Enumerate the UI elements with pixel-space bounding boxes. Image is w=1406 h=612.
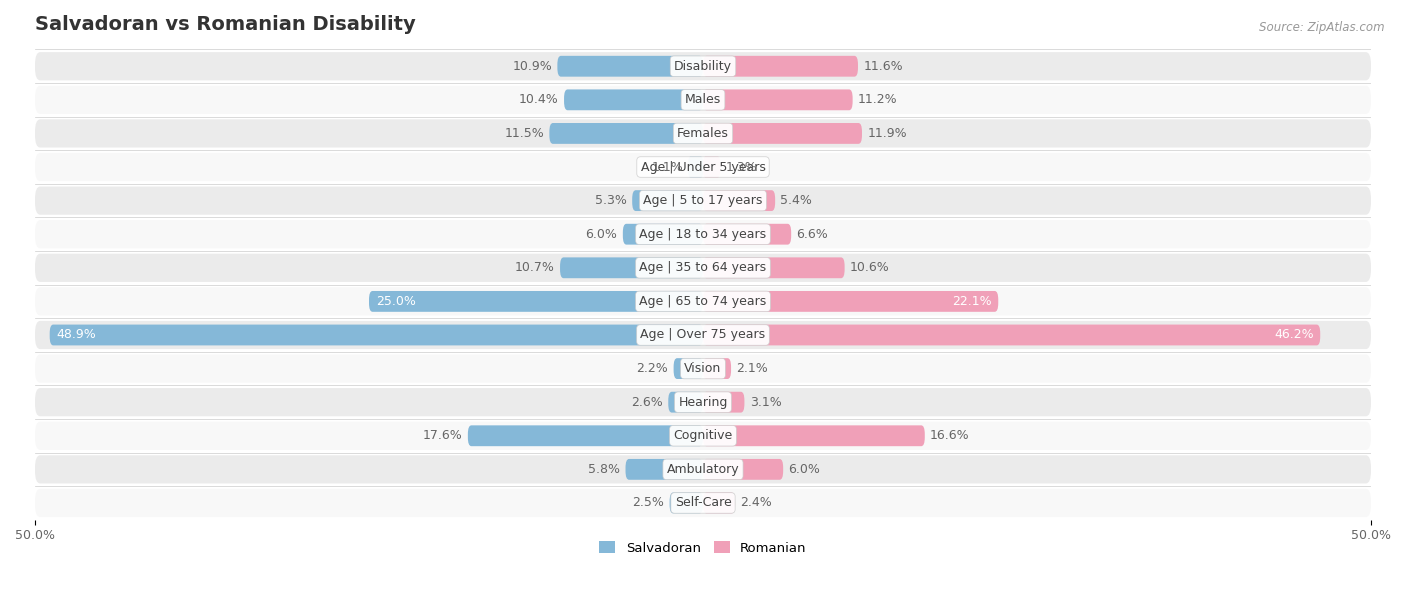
Text: 11.9%: 11.9% [868,127,907,140]
Text: 2.4%: 2.4% [741,496,772,509]
Text: 5.3%: 5.3% [595,194,627,207]
Text: 11.5%: 11.5% [505,127,544,140]
FancyBboxPatch shape [35,321,1371,349]
FancyBboxPatch shape [35,489,1371,517]
FancyBboxPatch shape [35,86,1371,114]
FancyBboxPatch shape [703,190,775,211]
Text: 25.0%: 25.0% [375,295,416,308]
FancyBboxPatch shape [703,425,925,446]
FancyBboxPatch shape [633,190,703,211]
FancyBboxPatch shape [703,493,735,513]
FancyBboxPatch shape [564,89,703,110]
Text: Females: Females [678,127,728,140]
FancyBboxPatch shape [703,258,845,278]
Text: 6.0%: 6.0% [789,463,820,476]
Text: Age | 5 to 17 years: Age | 5 to 17 years [644,194,762,207]
Text: Salvadoran vs Romanian Disability: Salvadoran vs Romanian Disability [35,15,416,34]
Text: 2.1%: 2.1% [737,362,768,375]
FancyBboxPatch shape [623,224,703,245]
Text: 2.6%: 2.6% [631,396,662,409]
Text: 3.1%: 3.1% [749,396,782,409]
Text: 10.6%: 10.6% [851,261,890,274]
Text: 2.2%: 2.2% [637,362,668,375]
Text: 11.6%: 11.6% [863,60,903,73]
Text: Ambulatory: Ambulatory [666,463,740,476]
FancyBboxPatch shape [668,392,703,412]
Legend: Salvadoran, Romanian: Salvadoran, Romanian [593,536,813,560]
FancyBboxPatch shape [35,254,1371,282]
FancyBboxPatch shape [689,157,703,177]
Text: Source: ZipAtlas.com: Source: ZipAtlas.com [1260,21,1385,34]
Text: 6.6%: 6.6% [797,228,828,241]
Text: Age | Over 75 years: Age | Over 75 years [641,329,765,341]
Text: 16.6%: 16.6% [931,429,970,442]
FancyBboxPatch shape [703,123,862,144]
Text: 17.6%: 17.6% [423,429,463,442]
FancyBboxPatch shape [368,291,703,312]
Text: 2.5%: 2.5% [633,496,664,509]
Text: Cognitive: Cognitive [673,429,733,442]
Text: Self-Care: Self-Care [675,496,731,509]
Text: Age | 18 to 34 years: Age | 18 to 34 years [640,228,766,241]
Text: Disability: Disability [673,60,733,73]
Text: Age | Under 5 years: Age | Under 5 years [641,160,765,174]
FancyBboxPatch shape [35,287,1371,316]
Text: 22.1%: 22.1% [952,295,991,308]
FancyBboxPatch shape [35,422,1371,450]
FancyBboxPatch shape [703,392,744,412]
Text: 5.4%: 5.4% [780,194,813,207]
Text: 5.8%: 5.8% [588,463,620,476]
FancyBboxPatch shape [550,123,703,144]
Text: 10.9%: 10.9% [512,60,553,73]
FancyBboxPatch shape [35,455,1371,483]
FancyBboxPatch shape [49,324,703,345]
FancyBboxPatch shape [703,157,720,177]
Text: Age | 35 to 64 years: Age | 35 to 64 years [640,261,766,274]
Text: Hearing: Hearing [678,396,728,409]
Text: Males: Males [685,94,721,106]
Text: 6.0%: 6.0% [586,228,617,241]
FancyBboxPatch shape [35,153,1371,181]
FancyBboxPatch shape [468,425,703,446]
FancyBboxPatch shape [703,56,858,76]
Text: 46.2%: 46.2% [1274,329,1313,341]
FancyBboxPatch shape [560,258,703,278]
FancyBboxPatch shape [703,459,783,480]
FancyBboxPatch shape [673,358,703,379]
FancyBboxPatch shape [703,291,998,312]
FancyBboxPatch shape [35,388,1371,416]
Text: Age | 65 to 74 years: Age | 65 to 74 years [640,295,766,308]
Text: Vision: Vision [685,362,721,375]
FancyBboxPatch shape [703,89,852,110]
FancyBboxPatch shape [557,56,703,76]
FancyBboxPatch shape [35,119,1371,147]
FancyBboxPatch shape [35,220,1371,248]
Text: 1.1%: 1.1% [651,160,683,174]
Text: 48.9%: 48.9% [56,329,96,341]
FancyBboxPatch shape [669,493,703,513]
FancyBboxPatch shape [626,459,703,480]
FancyBboxPatch shape [703,224,792,245]
Text: 10.4%: 10.4% [519,94,558,106]
FancyBboxPatch shape [35,354,1371,382]
Text: 10.7%: 10.7% [515,261,555,274]
Text: 1.3%: 1.3% [725,160,758,174]
FancyBboxPatch shape [703,358,731,379]
FancyBboxPatch shape [703,324,1320,345]
FancyBboxPatch shape [35,187,1371,215]
FancyBboxPatch shape [35,52,1371,80]
Text: 11.2%: 11.2% [858,94,897,106]
